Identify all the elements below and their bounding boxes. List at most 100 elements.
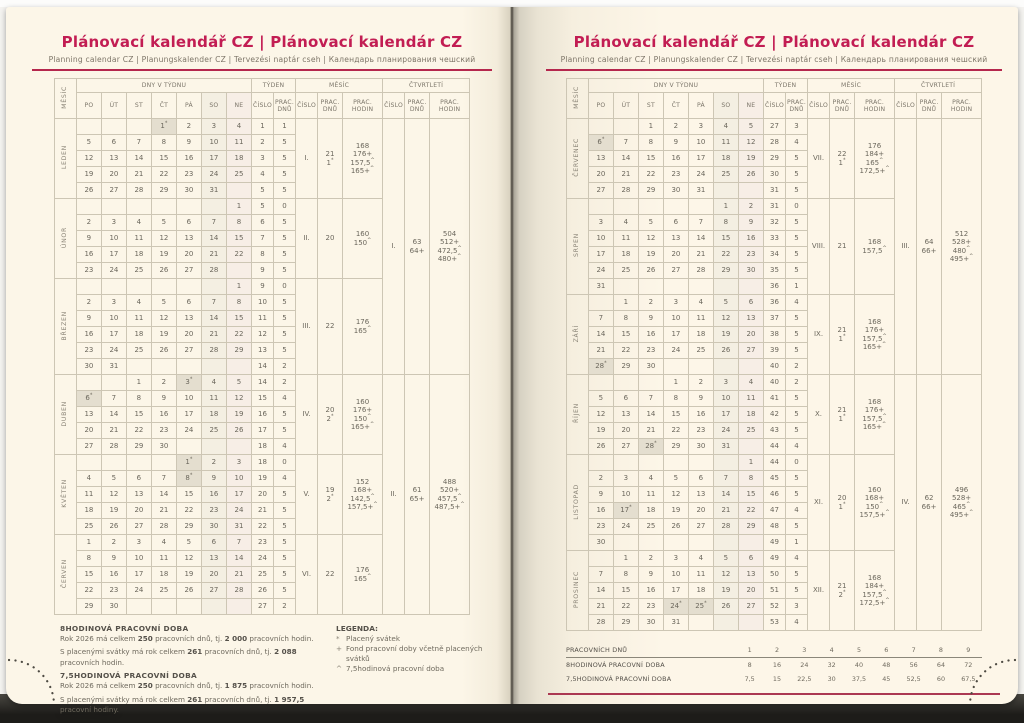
day-cell: 25 [712,166,739,183]
week-row: 14 15 16 17 18 19 20 51 5 [566,582,981,599]
day-cell: 9 [200,470,227,487]
week-row: PROSINEC 1 2 3 4 5 6 49 4 XII. 21 2* 168 184+ 157,5^ 17… [565,550,981,631]
week-number-cell: 48 [763,518,786,535]
empty-day-cell [150,598,177,615]
day-cell: 15 [175,486,202,503]
empty-day-cell [612,374,639,391]
header-rule [32,69,492,71]
week-number-cell: 50 [763,566,786,583]
week-workdays-cell: 5 [272,166,297,183]
weekday-header-po: PO [587,92,614,119]
day-cell: 27 [125,518,152,535]
month-hours-cell: 168 176+ 157,5^ 165+^ [854,294,896,375]
month-workdays-cell: 20 [317,198,344,279]
day-cell: 3 [662,294,689,311]
day-cell: 22 [637,166,664,183]
day-cell: 18 [712,150,739,167]
day-cell: 28 [200,342,227,359]
day-cell: 14 [150,486,177,503]
week-workdays-cell: 5 [784,566,809,583]
day-cell: 24 [587,262,614,279]
week-number-cell: 14 [251,374,274,391]
day-cell: 29 [612,358,639,375]
day-cell: 8 [75,550,102,567]
month-number-cell: XII. [807,550,831,631]
day-cell: 15 [225,310,253,327]
day-cell: 10 [687,134,714,151]
week-number-cell: 36 [763,278,786,295]
day-cell: 21 [125,166,152,183]
day-cell: 21 [587,598,614,615]
week-row: ČERVENEC 1 2 3 4 5 27 3 VII. 22 1* 176 184+ 165^ 172,5… [565,118,983,375]
week-row: 29 30 27 2 [54,598,469,615]
week-workdays-cell: 5 [784,150,809,167]
day-cell: 2 [587,470,614,487]
worktime-line: S placenými svátky má rok celkem 261 pra… [60,647,326,668]
empty-day-cell [687,278,714,295]
day-cell: 9 [100,550,127,567]
day-cell: 12 [637,230,664,247]
day-cell: 4 [637,470,664,487]
day-cell: 29 [662,438,689,455]
week-number-cell: 44 [763,438,786,455]
day-cell: 22 [662,422,689,439]
weekday-header-pá: PÁ [175,92,202,119]
week-workdays-cell: 4 [272,470,297,487]
day-cell: 5 [712,294,739,311]
day-cell: 11 [687,566,714,583]
worktime-text: 250 [137,634,153,643]
week-workdays-cell: 4 [784,550,809,567]
week-workdays-cell: 5 [784,310,809,327]
week-number-cell: 44 [763,454,786,471]
legend-text: 7,5hodinová pracovní doba [346,664,445,674]
day-cell: 5 [637,214,664,231]
week-workdays-cell: 3 [784,118,809,135]
week-workdays-cell: 5 [272,182,297,199]
day-cell: 28 [612,182,639,199]
day-cell: 5 [75,134,102,151]
empty-day-cell [100,118,127,135]
day-cell: 23 [637,342,664,359]
worktime-text: 261 [187,647,203,657]
empty-day-cell [75,118,102,135]
day-cell: 26 [587,438,614,455]
day-cell: 29 [637,182,664,199]
day-cell: 30 [662,182,689,199]
quarter-number-header: ČÍSLO [382,92,406,119]
week-row: 25 26 27 28 29 30 31 22 5 [54,518,469,535]
day-cell: 15 [75,566,102,583]
day-cell: 23 [200,502,227,519]
month-name-label: KVĚTEN [53,454,77,535]
week-row: 11 12 13 14 15 16 17 20 5 [54,486,469,503]
day-cell: 4 [225,118,253,135]
day-cell: 11 [637,486,664,503]
day-cell: 6 [612,390,639,407]
week-group-header: TÝDEN [762,78,809,93]
holiday-day-cell: 25* [687,598,714,615]
day-cell: 5 [225,374,253,391]
day-cell: 24 [125,582,152,599]
day-cell: 22 [75,582,102,599]
day-cell: 7 [125,134,152,151]
day-cell: 3 [125,534,152,551]
month-workdays-header: PRAC. DNŮ [317,92,344,119]
page-right: Plánovací kalendář CZ | Plánovací kalend… [512,7,1018,704]
holiday-day-cell: 6* [587,134,614,151]
week-number-cell: 31 [763,182,786,199]
day-cell: 11 [225,134,253,151]
quarter-hours-cell: 504 512+ 472,5^ 480+^ [429,118,471,375]
month-hours-cell: 168 176+ 157,5^ 165+^ [854,374,896,455]
empty-day-cell [175,198,202,215]
day-cell: 30 [75,358,102,375]
week-workdays-cell: 2 [272,598,297,615]
day-cell: 24 [612,518,639,535]
month-corner-header: MĚSÍC [53,78,77,119]
day-cell: 22 [612,342,639,359]
day-cell: 16 [687,406,714,423]
empty-day-cell [125,358,152,375]
day-cell: 14 [225,550,253,567]
day-cell: 9 [687,390,714,407]
week-workdays-cell: 5 [272,566,297,583]
week-row: 23 24 25 26 27 28 29 13 5 [54,342,469,359]
day-cell: 3 [587,214,614,231]
